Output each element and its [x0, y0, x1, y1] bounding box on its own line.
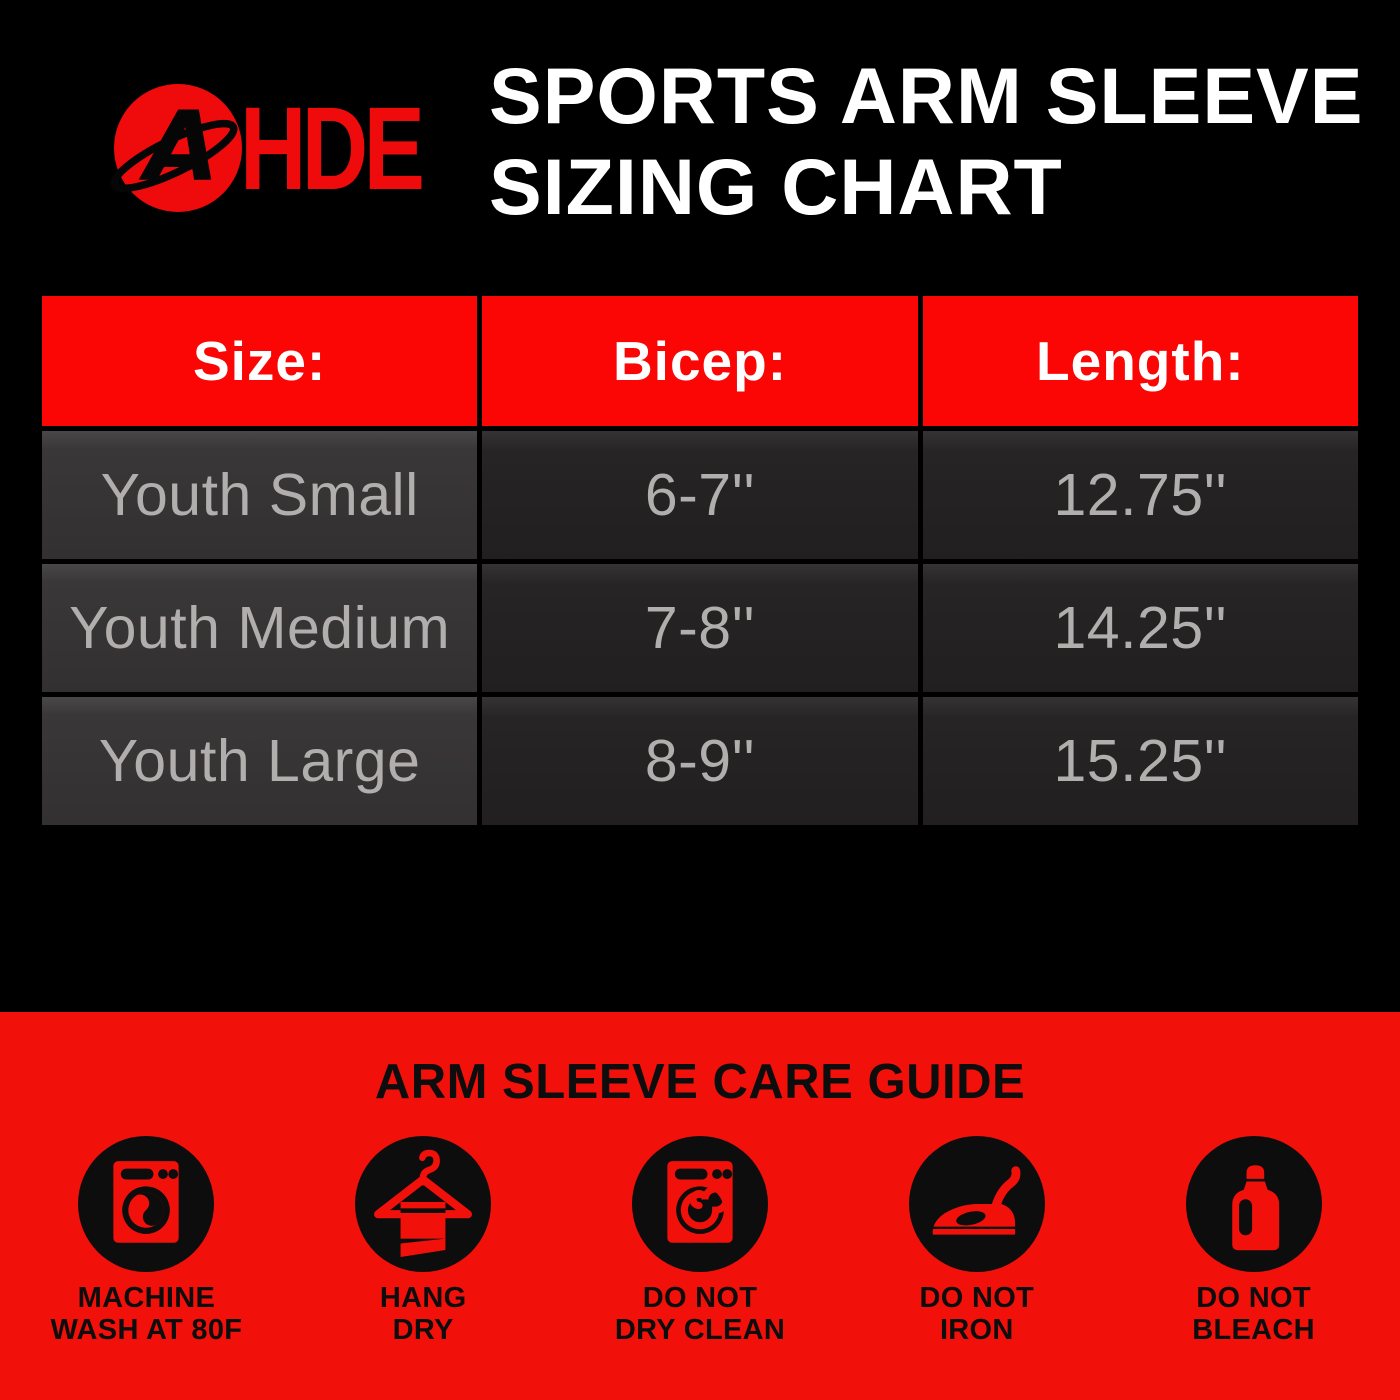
care-item-no-dry-clean: DO NOT DRY CLEAN [562, 1136, 839, 1346]
title-line-2: SIZING CHART [489, 142, 1063, 231]
cell-row1-size: Youth Small [42, 431, 478, 559]
title-line-1: SPORTS ARM SLEEVE [489, 51, 1364, 140]
cell-row1-length: 12.75'' [922, 431, 1358, 559]
care-item-no-iron: DO NOT IRON [838, 1136, 1115, 1346]
care-item-machine-wash: MACHINE WASH AT 80F [8, 1136, 285, 1346]
iron-icon [908, 1136, 1045, 1272]
care-item-hang-dry: HANG DRY [285, 1136, 562, 1346]
washing-machine-icon [78, 1136, 215, 1272]
brand-wordmark: HDE [240, 83, 425, 215]
cell-row1-bicep: 6-7'' [482, 431, 918, 559]
hde-atom-logo-icon: A [110, 84, 242, 212]
page-title: SPORTS ARM SLEEVE SIZING CHART [489, 50, 1363, 232]
brand-logo: A [110, 82, 244, 214]
care-label-no-iron: DO NOT IRON [919, 1282, 1035, 1346]
column-header-size: Size: [42, 296, 478, 426]
care-label-machine-wash: MACHINE WASH AT 80F [50, 1282, 243, 1346]
column-header-length: Length: [922, 296, 1358, 426]
no-dry-clean-machine-icon [631, 1136, 768, 1272]
cell-row2-size: Youth Medium [42, 564, 478, 692]
care-item-no-bleach: DO NOT BLEACH [1115, 1136, 1392, 1346]
care-label-hang-dry: HANG DRY [379, 1282, 467, 1346]
cell-row3-bicep: 8-9'' [482, 697, 918, 825]
care-guide-section: ARM SLEEVE CARE GUIDE MACHINE WASH AT 80… [0, 1012, 1400, 1400]
sizing-table: Size: Bicep: Length: Youth Small 6-7'' 1… [42, 296, 1358, 825]
cell-row2-length: 14.25'' [922, 564, 1358, 692]
cell-row2-bicep: 7-8'' [482, 564, 918, 692]
care-label-no-bleach: DO NOT BLEACH [1192, 1282, 1315, 1346]
care-guide-title: ARM SLEEVE CARE GUIDE [374, 1055, 1026, 1109]
hanger-towel-icon [355, 1136, 492, 1272]
cell-row3-length: 15.25'' [922, 697, 1358, 825]
cell-row3-size: Youth Large [42, 697, 478, 825]
care-items-row: MACHINE WASH AT 80F HANG DRY [0, 1136, 1400, 1346]
column-header-bicep: Bicep: [482, 296, 918, 426]
bleach-bottle-icon [1185, 1136, 1322, 1272]
care-label-no-dry-clean: DO NOT DRY CLEAN [614, 1282, 786, 1346]
